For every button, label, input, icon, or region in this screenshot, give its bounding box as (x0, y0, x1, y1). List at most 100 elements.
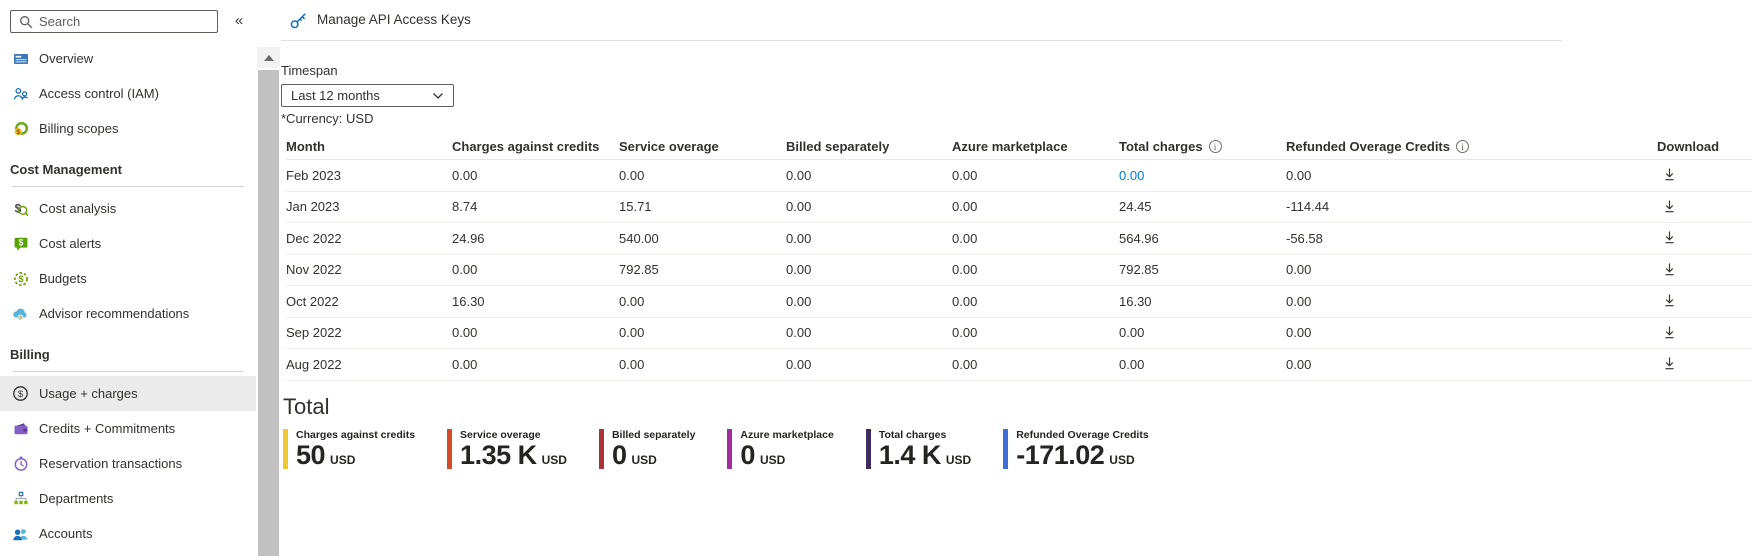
month-cell: Jan 2023 (286, 199, 340, 215)
download-button[interactable] (1657, 228, 1676, 245)
sidebar-item-overview[interactable]: Overview (0, 41, 256, 76)
sidebar-item-accounts[interactable]: Accounts (0, 516, 256, 551)
svg-text:$: $ (18, 237, 23, 247)
card-label: Charges against credits (296, 428, 416, 441)
svg-text:$: $ (18, 389, 24, 400)
download-button[interactable] (1657, 197, 1676, 214)
service-overage-cell: 0.00 (619, 167, 645, 183)
sidebar-item-label: Departments (39, 491, 114, 506)
total-card-azure-marketplace: Azure marketplace 0 USD (727, 428, 834, 470)
column-header-azure-marketplace: Azure marketplace (952, 139, 1119, 154)
sidebar-item-label: Advisor recommendations (39, 306, 190, 321)
table-row: Aug 2022 0.00 0.00 0.00 0.00 0.00 0.00 (286, 349, 1752, 381)
sidebar-item-usage-charges[interactable]: $ Usage + charges (0, 376, 256, 411)
download-button[interactable] (1657, 165, 1676, 182)
card-color-bar (727, 428, 733, 469)
sidebar-item-label: Access control (IAM) (39, 86, 159, 101)
billed-separately-cell: 0.00 (786, 356, 812, 372)
download-icon (1663, 199, 1676, 214)
main-content: Manage API Access Keys Timespan Last 12 … (281, 0, 1758, 556)
sidebar-item-cost-alerts[interactable]: $ Cost alerts (0, 226, 256, 261)
download-cell (1657, 228, 1752, 248)
charges-against-credits-cell: 0.00 (452, 262, 478, 278)
card-label: Azure marketplace (740, 428, 834, 441)
card-value: 0 (611, 439, 627, 470)
card-value: 0 (740, 439, 755, 470)
azure-marketplace-cell: 0.00 (952, 167, 978, 183)
sidebar-scrollbar[interactable] (256, 0, 281, 556)
azure-marketplace-cell: 0.00 (952, 356, 978, 372)
charges-against-credits-cell: 0.00 (452, 325, 478, 341)
card-color-bar (283, 428, 288, 469)
total-card-service-overage: Service overage 1.35 K USD (447, 428, 567, 469)
month-cell: Dec 2022 (286, 230, 342, 246)
column-header-month: Month (286, 139, 452, 154)
sidebar-search-box[interactable] (10, 10, 218, 33)
download-cell (1657, 165, 1752, 185)
sidebar-section-header-billing: Billing (10, 347, 50, 362)
advisor-recommendations-icon (12, 305, 29, 322)
sidebar-item-departments[interactable]: Departments (0, 481, 256, 516)
departments-icon (12, 490, 29, 507)
column-header-label: Month (286, 139, 325, 154)
info-icon[interactable]: i (1208, 140, 1222, 153)
column-header-refunded-overage-credits: Refunded Overage Credits i (1286, 139, 1657, 154)
azure-marketplace-cell: 0.00 (952, 230, 978, 246)
table-row: Dec 2022 24.96 540.00 0.00 0.00 564.96 -56.58 (286, 223, 1752, 255)
table-row: Sep 2022 0.00 0.00 0.00 0.00 0.00 0.00 (286, 318, 1752, 349)
refunded-overage-credits-cell: 0.00 (1286, 356, 1312, 372)
sidebar-item-budgets[interactable]: $ Budgets (0, 261, 256, 296)
timespan-dropdown[interactable]: Last 12 months (281, 84, 454, 107)
budgets-icon: $ (12, 270, 29, 287)
sidebar-item-label: Credits + Commitments (39, 421, 176, 436)
info-icon[interactable]: i (1456, 140, 1469, 153)
card-unit: USD (541, 452, 567, 467)
manage-api-access-keys-button[interactable]: Manage API Access Keys (317, 11, 471, 29)
svg-text:$: $ (18, 274, 23, 284)
download-button[interactable] (1657, 323, 1676, 340)
column-header-label: Billed separately (786, 139, 890, 154)
column-header-label: Charges against credits (452, 139, 600, 154)
total-charges-link[interactable]: 0.00 (1119, 167, 1145, 183)
usage-charges-table: Month Charges against credits Service over… (286, 134, 1752, 381)
column-header-download: Download (1657, 139, 1752, 154)
table-header-row: Month Charges against credits Service over… (286, 134, 1752, 160)
sidebar-item-cost-analysis[interactable]: $ Cost analysis (0, 191, 256, 226)
filters: Timespan Last 12 months *Currency: USD (281, 63, 1758, 126)
cost-alerts-icon: $ (12, 235, 29, 252)
card-unit: USD (631, 452, 657, 467)
table-body: Feb 2023 0.00 0.00 0.00 0.00 0.00 0.00 Jan 2023… (286, 160, 1752, 381)
scroll-up-button[interactable] (257, 47, 280, 68)
collapse-sidebar-button[interactable]: « (229, 10, 249, 30)
total-charges-cell: 0.00 (1119, 356, 1145, 372)
service-overage-cell: 792.85 (619, 262, 659, 278)
billed-separately-cell: 0.00 (786, 199, 812, 215)
sidebar-item-billing-scopes[interactable]: $ Billing scopes (0, 111, 256, 146)
azure-marketplace-cell: 0.00 (952, 262, 978, 278)
scrollbar-thumb[interactable] (258, 70, 279, 556)
month-cell: Oct 2022 (286, 293, 339, 309)
service-overage-cell: 0.00 (619, 293, 645, 309)
download-icon (1663, 356, 1676, 371)
service-overage-cell: 0.00 (619, 356, 645, 372)
charges-against-credits-cell: 8.74 (452, 199, 478, 215)
section-divider (12, 186, 244, 187)
card-color-bar (865, 428, 871, 469)
sidebar-item-access-control-iam[interactable]: Access control (IAM) (0, 76, 256, 111)
sidebar-item-credits-commitments[interactable]: Credits + Commitments (0, 411, 256, 446)
command-bar: Manage API Access Keys (281, 0, 1562, 41)
azure-marketplace-cell: 0.00 (952, 199, 978, 215)
service-overage-cell: 0.00 (619, 325, 645, 341)
download-button[interactable] (1657, 291, 1676, 308)
sidebar-item-advisor-recommendations[interactable]: Advisor recommendations (0, 296, 256, 331)
sidebar-item-reservation-transactions[interactable]: Reservation transactions (0, 446, 256, 481)
charges-against-credits-cell: 0.00 (452, 356, 478, 372)
table-row: Jan 2023 8.74 15.71 0.00 0.00 24.45 -114.44 (286, 192, 1752, 223)
reservation-transactions-icon (12, 455, 29, 472)
total-cards: Charges against credits 50 USD Service over… (283, 428, 1758, 470)
download-button[interactable] (1657, 260, 1676, 277)
search-input[interactable] (39, 14, 215, 29)
download-button[interactable] (1657, 354, 1676, 371)
download-cell (1657, 291, 1752, 311)
billing-scopes-icon: $ (12, 120, 29, 137)
